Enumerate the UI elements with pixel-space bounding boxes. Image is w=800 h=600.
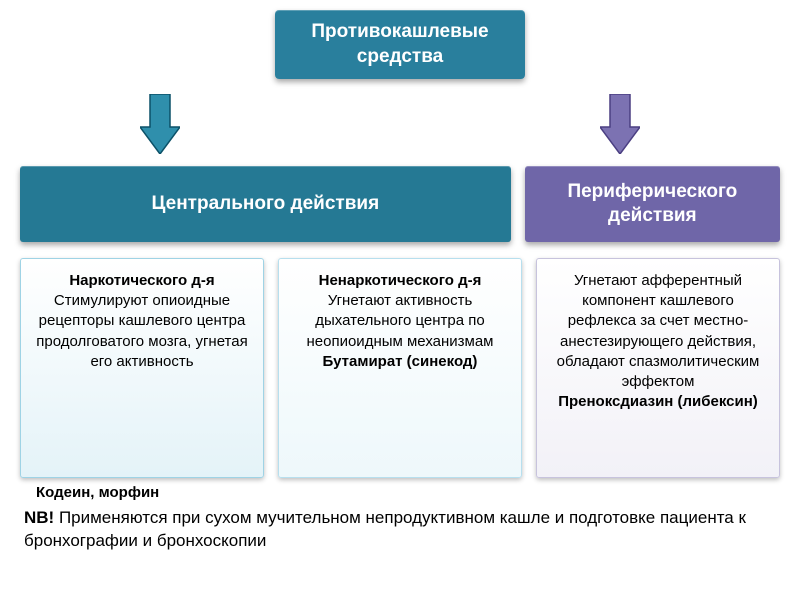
category-central-label: Центрального действия: [152, 192, 380, 216]
category-peripheral: Периферического действия: [525, 166, 780, 242]
narcotic-drugs-line: Кодеин, морфин: [36, 484, 780, 501]
box-peripheral-drug: Преноксдиазин (либексин): [558, 393, 758, 410]
title-antitussives: Противокашлевые средства: [275, 10, 525, 79]
box-peripheral-body: Угнетают афферентный компонент кашлевого…: [557, 272, 760, 390]
nb-prefix: NB!: [24, 508, 54, 527]
box-nonnarcotic-title: Ненаркотического д-я: [319, 272, 482, 289]
down-arrow-left-icon: [140, 94, 180, 154]
arrows-row: [20, 94, 780, 154]
box-nonnarcotic-drug: Бутамират (синекод): [323, 353, 478, 370]
box-narcotic-body: Стимулируют опиоидные рецепторы кашлевог…: [36, 292, 247, 370]
box-nonnarcotic: Ненаркотического д-я Угнетают активность…: [278, 258, 522, 478]
box-narcotic-title: Наркотического д-я: [69, 272, 214, 289]
category-peripheral-label: Периферического действия: [567, 180, 737, 228]
nb-body: Применяются при сухом мучительном непрод…: [24, 508, 746, 550]
box-narcotic: Наркотического д-я Стимулируют опиоидные…: [20, 258, 264, 478]
box-nonnarcotic-body: Угнетают активность дыхательного центра …: [307, 292, 494, 350]
nb-note: NB! Применяются при сухом мучительном не…: [24, 507, 776, 553]
category-row: Центрального действия Периферического де…: [20, 166, 780, 242]
title-line2: средства: [357, 46, 443, 67]
title-line1: Противокашлевые: [311, 21, 488, 42]
box-peripheral: Угнетают афферентный компонент кашлевого…: [536, 258, 780, 478]
category-central: Центрального действия: [20, 166, 511, 242]
down-arrow-right-icon: [600, 94, 640, 154]
detail-row: Наркотического д-я Стимулируют опиоидные…: [20, 258, 780, 478]
